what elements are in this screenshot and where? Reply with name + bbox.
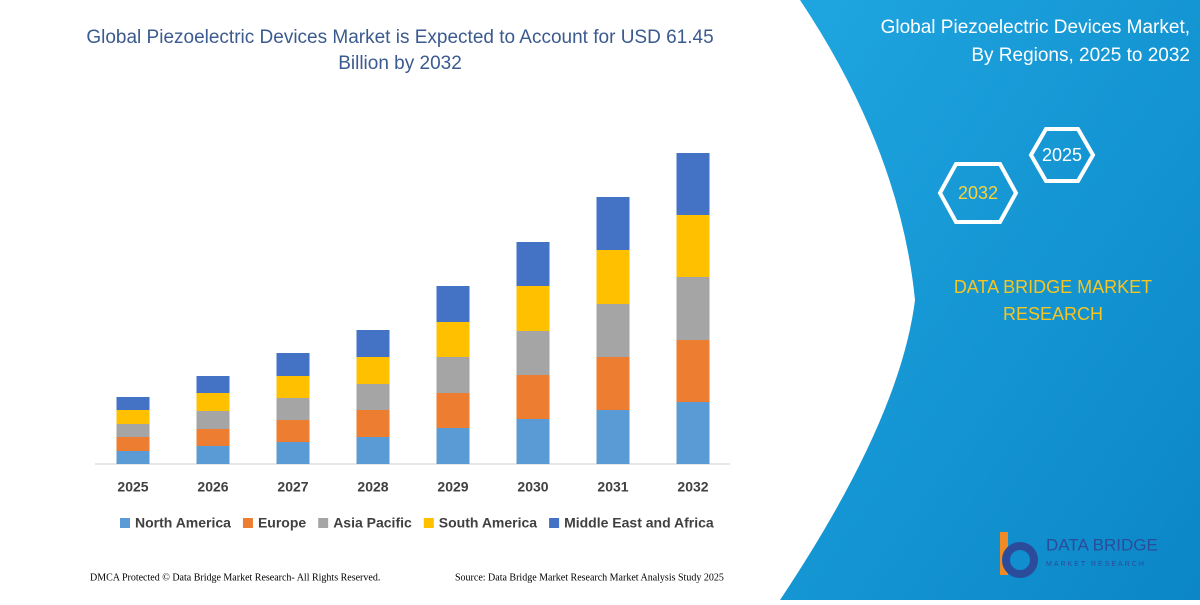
legend-swatch xyxy=(242,518,253,528)
bar-segment xyxy=(516,286,550,331)
x-tick-label: 2025 xyxy=(117,479,148,495)
bar-segment xyxy=(356,384,390,410)
bar-segment xyxy=(196,446,230,464)
bar-segment xyxy=(676,215,710,277)
bar-segment xyxy=(116,424,150,437)
bar-segment xyxy=(676,402,710,464)
x-tick-label: 2032 xyxy=(677,479,708,495)
bar-segment xyxy=(676,153,710,215)
bar-segment xyxy=(436,428,470,464)
bar-segment xyxy=(596,250,630,304)
chart-title: Billion by 2032 xyxy=(338,53,462,74)
bar-segment xyxy=(436,393,470,428)
chart-title: Global Piezoelectric Devices Market is E… xyxy=(86,27,713,48)
bar-segment xyxy=(276,442,310,464)
bar-segment xyxy=(436,322,470,357)
hex-label: 2025 xyxy=(1042,145,1082,165)
bar-segment xyxy=(196,411,230,429)
x-tick-label: 2027 xyxy=(277,479,308,495)
brand-text: RESEARCH xyxy=(1003,304,1103,324)
bar-segment xyxy=(356,357,390,384)
legend-label: North America xyxy=(135,515,231,531)
bar-segment xyxy=(516,242,550,286)
legend-swatch xyxy=(318,518,329,528)
bar-segment xyxy=(116,397,150,410)
bar-segment xyxy=(116,451,150,464)
bar-segment xyxy=(276,376,310,398)
bar-segment xyxy=(116,410,150,424)
bar-segment xyxy=(596,410,630,464)
side-panel xyxy=(780,0,1200,600)
logo-mark xyxy=(1002,542,1038,578)
hex-label: 2032 xyxy=(958,183,998,203)
logo-text: MARKET RESEARCH xyxy=(1046,561,1146,568)
bar-segment xyxy=(276,420,310,442)
x-tick-label: 2026 xyxy=(197,479,228,495)
bar-segment xyxy=(596,357,630,410)
bar-segment xyxy=(276,398,310,420)
legend-label: Middle East and Africa xyxy=(564,515,714,531)
legend-label: South America xyxy=(439,515,537,531)
legend-label: Europe xyxy=(258,515,306,531)
bar-segment xyxy=(516,419,550,464)
bar-segment xyxy=(516,331,550,375)
bar-segment xyxy=(516,375,550,419)
x-tick-label: 2031 xyxy=(597,479,628,495)
logo-text: DATA BRIDGE xyxy=(1046,535,1158,554)
bar-segment xyxy=(196,429,230,446)
bar-segment xyxy=(356,437,390,464)
x-tick-label: 2029 xyxy=(437,479,468,495)
legend-swatch xyxy=(423,518,434,528)
bar-segment xyxy=(196,393,230,411)
footer-text: Source: Data Bridge Market Research Mark… xyxy=(455,572,724,583)
panel-title: Global Piezoelectric Devices Market, xyxy=(881,17,1190,38)
bar-segment xyxy=(596,197,630,250)
hexagon xyxy=(937,162,1019,224)
bar-segment xyxy=(356,410,390,437)
bar-segment xyxy=(276,353,310,376)
bar-segment xyxy=(116,437,150,451)
legend-label: Asia Pacific xyxy=(333,515,412,531)
footer-text: DMCA Protected © Data Bridge Market Rese… xyxy=(90,572,380,583)
bar-segment xyxy=(436,286,470,322)
bar-segment xyxy=(596,304,630,357)
x-tick-label: 2030 xyxy=(517,479,548,495)
x-tick-label: 2028 xyxy=(357,479,388,495)
bar-segment xyxy=(676,340,710,402)
legend-swatch xyxy=(120,518,130,528)
bar-segment xyxy=(196,376,230,393)
bar-segment xyxy=(436,357,470,393)
bar-segment xyxy=(356,330,390,357)
panel-title: By Regions, 2025 to 2032 xyxy=(971,45,1190,66)
legend-swatch xyxy=(549,518,560,528)
bar-segment xyxy=(676,277,710,340)
hexagon xyxy=(1028,127,1096,183)
brand-text: DATA BRIDGE MARKET xyxy=(954,277,1152,297)
